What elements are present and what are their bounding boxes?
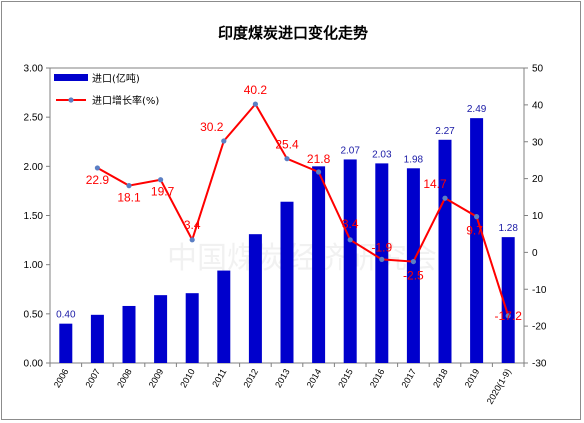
line-value-label: 30.2 [200, 120, 224, 134]
line-value-label: 3.4 [342, 217, 359, 231]
growth-line [96, 102, 510, 317]
line-point [126, 183, 132, 189]
x-axis-tick-label: 2007 [83, 367, 102, 389]
x-axis-tick-label: 2019 [463, 367, 482, 389]
x-axis-tick-label: 2017 [399, 367, 418, 389]
legend-line-label: 进口增长率(%) [92, 94, 159, 107]
bar [501, 237, 515, 363]
line-point [252, 101, 258, 107]
bar-value-label: 2.27 [435, 126, 455, 137]
x-axis-tick-label: 2013 [273, 367, 292, 389]
bar [470, 118, 484, 364]
left-axis-tick-label: 2.50 [24, 113, 44, 124]
bar-value-label: 1.28 [498, 223, 518, 234]
right-axis-tick-label: -10 [532, 285, 547, 296]
left-axis-tick-label: 1.00 [24, 260, 44, 271]
line-point [221, 138, 227, 144]
bar [280, 201, 294, 363]
line-value-label: 22.9 [86, 173, 110, 187]
bar [406, 168, 420, 363]
line-value-label: 25.4 [275, 138, 299, 152]
legend-bar-label: 进口(亿吨) [92, 72, 140, 85]
x-axis-tick-label: 2016 [368, 367, 387, 389]
left-axis-tick-label: 0.00 [24, 359, 44, 370]
line-point [316, 169, 322, 175]
legend: 进口(亿吨) 进口增长率(%) [54, 72, 159, 107]
x-axis-tick-label: 2008 [115, 367, 134, 389]
line-value-label: 21.8 [307, 152, 331, 166]
bar-value-label: 2.03 [372, 149, 392, 160]
right-axis-tick-label: 0 [532, 248, 538, 259]
line-value-label: 19.7 [151, 185, 175, 199]
right-axis-tick-label: -20 [532, 322, 547, 333]
line-point [347, 237, 353, 243]
bar-value-label: 2.07 [340, 145, 360, 156]
x-axis-tick-label: 2011 [210, 367, 228, 389]
x-axis-tick-label: 2010 [178, 367, 197, 389]
x-axis-tick-label: 2014 [305, 367, 324, 389]
line-point [379, 256, 385, 262]
line-point [158, 177, 164, 183]
right-axis-tick-label: 30 [532, 137, 544, 148]
bar [312, 166, 326, 363]
legend-line-marker [68, 97, 74, 103]
right-axis-tick-label: 50 [532, 64, 544, 75]
bar [248, 234, 262, 363]
line-value-label: -1.9 [371, 240, 392, 254]
line-point [505, 313, 511, 319]
left-axis-tick-label: 0.50 [24, 309, 44, 320]
x-axis-tick-label: 2006 [52, 367, 71, 389]
line-value-label: 9.7 [466, 224, 483, 238]
bar-series [59, 118, 515, 364]
line-value-label: 18.1 [117, 191, 141, 205]
line-point [94, 165, 100, 171]
x-axis-tick-label: 2015 [336, 367, 355, 389]
bar [217, 270, 231, 363]
bar-value-label: 1.98 [404, 154, 424, 165]
line-value-label: 3.4 [184, 218, 201, 232]
left-axis-tick-label: 3.00 [24, 64, 44, 75]
line-series [94, 101, 511, 319]
line-value-label: 14.7 [423, 177, 447, 191]
data-labels: 0.40 2.07 2.03 1.98 2.27 2.49 1.28 22.9 18.1 19.7… [56, 83, 522, 323]
bar [375, 163, 389, 363]
x-axis-tick-label: 2009 [147, 367, 166, 389]
bar [90, 314, 104, 363]
bar [185, 293, 199, 363]
right-axis-tick-label: 40 [532, 100, 544, 111]
line-point [410, 258, 416, 265]
bar [59, 323, 73, 363]
line-point [474, 214, 480, 220]
line-point [284, 156, 290, 162]
bar-value-label: 0.40 [56, 310, 76, 321]
bar [438, 139, 452, 363]
line-point [189, 237, 195, 243]
line-value-label: 40.2 [244, 83, 268, 97]
watermark-text: 中国煤炭经济研究会 [167, 241, 437, 276]
left-axis-tick-label: 2.00 [24, 162, 44, 173]
bar [154, 295, 168, 363]
right-axis-tick-label: 20 [532, 174, 544, 185]
bar [343, 159, 357, 363]
left-axis-tick-label: 1.50 [24, 211, 44, 222]
x-axis-tick-label: 2012 [241, 367, 260, 389]
chart-title: 印度煤炭进口变化走势 [218, 24, 368, 42]
line-value-label: -2.5 [403, 269, 424, 283]
right-axis-tick-label: -30 [532, 359, 547, 370]
right-axis-tick-label: 10 [532, 211, 544, 222]
line-point [442, 195, 448, 201]
bar-value-label: 2.49 [467, 104, 487, 115]
legend-bar-swatch [54, 74, 88, 81]
bar [122, 305, 136, 363]
line-value-label: -17.2 [495, 309, 523, 323]
x-axis-tick-label: 2018 [431, 367, 450, 389]
x-axis-tick-label: 2020(1-9) [485, 367, 513, 406]
